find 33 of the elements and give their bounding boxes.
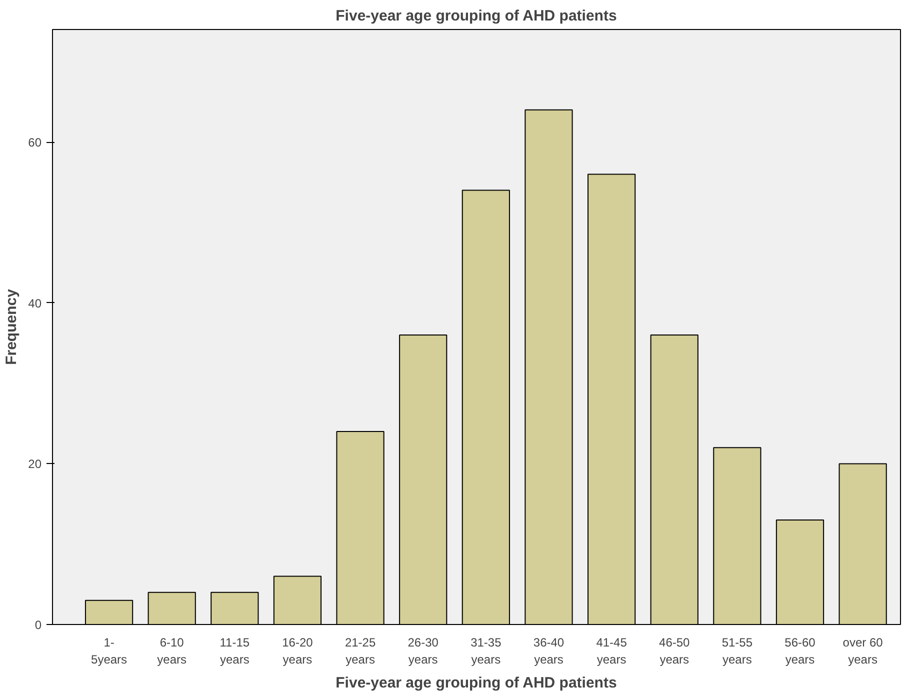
bar: [524, 109, 573, 624]
y-tick-label: 20: [28, 457, 42, 472]
x-tick-label: 16-20 years: [282, 636, 314, 666]
x-tick-label: 56-60 years: [784, 636, 816, 666]
chart-title: Five-year age grouping of AHD patients: [336, 8, 617, 24]
x-axis-title: Five-year age grouping of AHD patients: [336, 674, 617, 692]
x-tick-label: 31-35 years: [470, 636, 502, 666]
x-tick-label: 41-45 years: [596, 636, 628, 666]
bar: [462, 190, 510, 624]
x-tick-label: 11-15 years: [220, 636, 250, 666]
x-tick-label: 26-30 years: [408, 636, 439, 666]
bar: [713, 447, 762, 624]
bar: [84, 600, 134, 624]
y-tick-label: 40: [28, 296, 42, 310]
bar: [838, 463, 887, 624]
x-tick-label: 36-40 years: [533, 636, 564, 666]
bar: [210, 592, 259, 624]
x-tick-label: 21-25 years: [344, 636, 376, 666]
y-tick-label: 60: [28, 136, 42, 150]
bar: [273, 576, 322, 624]
bar: [650, 334, 698, 624]
y-tick-label: 0: [34, 618, 42, 632]
bar: [148, 592, 196, 624]
bar: [399, 334, 448, 624]
x-tick-label: 51-55 years: [722, 636, 753, 666]
bar: [776, 519, 824, 624]
x-tick-label: over 60 years: [842, 636, 884, 666]
y-axis-title: Frequency: [3, 288, 20, 365]
x-tick-label: 1- 5years: [91, 636, 128, 666]
bar: [336, 431, 384, 624]
x-tick-label: 6-10 years: [157, 636, 187, 666]
bar: [587, 174, 636, 624]
x-tick-label: 46-50 years: [659, 636, 690, 666]
